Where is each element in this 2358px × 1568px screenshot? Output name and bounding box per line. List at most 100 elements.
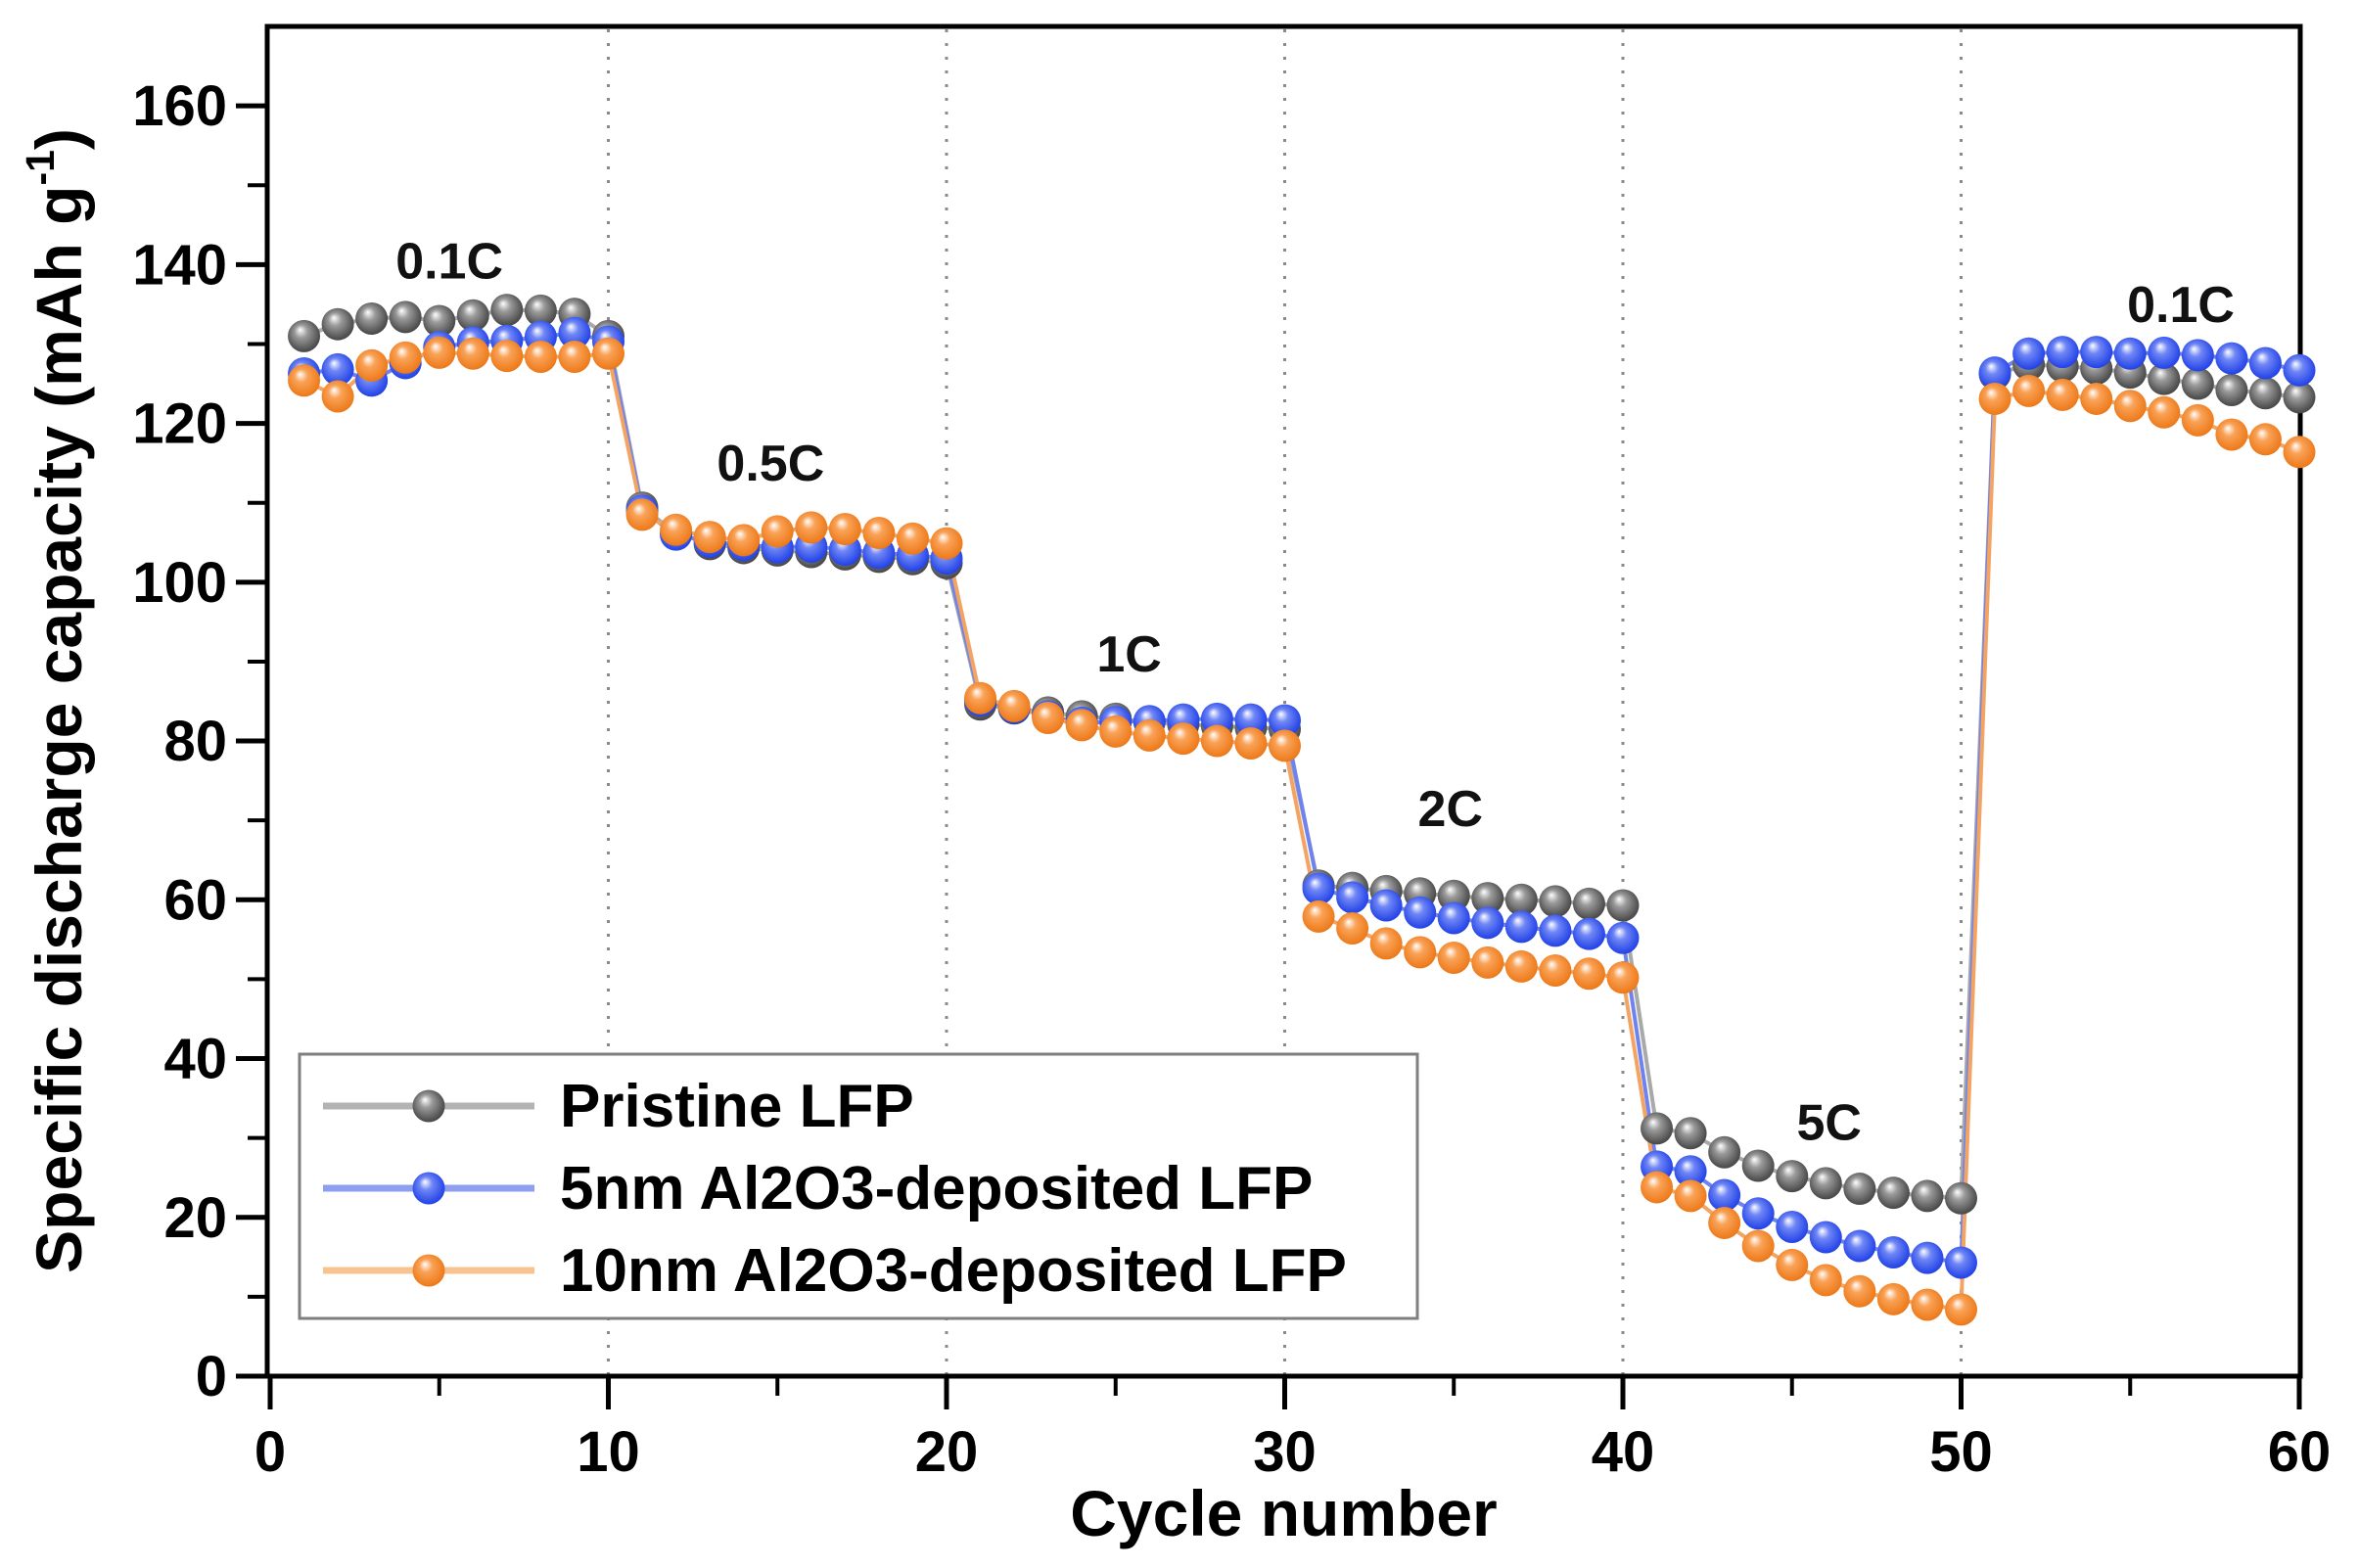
data-point bbox=[1606, 921, 1640, 954]
data-point bbox=[1302, 872, 1335, 905]
data-point bbox=[997, 689, 1031, 722]
data-point bbox=[2248, 346, 2282, 380]
y-tick-label: 140 bbox=[132, 233, 227, 297]
y-tick-label: 160 bbox=[132, 74, 227, 138]
data-point bbox=[2046, 378, 2079, 411]
data-point bbox=[1437, 942, 1470, 975]
y-tick-label: 80 bbox=[163, 710, 227, 773]
data-point bbox=[2080, 336, 2113, 369]
data-point bbox=[355, 302, 389, 336]
data-point bbox=[1843, 1173, 1876, 1206]
data-point bbox=[1606, 961, 1640, 994]
x-tick-label: 20 bbox=[915, 1420, 979, 1484]
x-tick-label: 0 bbox=[254, 1420, 286, 1484]
data-point bbox=[1945, 1246, 1977, 1279]
data-point bbox=[2215, 418, 2248, 451]
data-point bbox=[1978, 356, 2011, 390]
data-point bbox=[1437, 879, 1470, 912]
data-point bbox=[1234, 703, 1268, 736]
data-point bbox=[1708, 1206, 1741, 1239]
data-point bbox=[456, 299, 489, 332]
data-point bbox=[1234, 726, 1268, 760]
y-tick-label: 0 bbox=[196, 1345, 227, 1408]
legend-entry: 5nm Al2O3-deposited LFP bbox=[323, 1155, 1313, 1222]
rate-annotation: 0.1C bbox=[395, 233, 503, 290]
data-point bbox=[288, 364, 321, 397]
data-point bbox=[355, 348, 389, 382]
data-point bbox=[1404, 896, 1437, 929]
x-tick-label: 10 bbox=[577, 1420, 640, 1484]
data-point bbox=[2113, 390, 2147, 423]
data-point bbox=[862, 517, 896, 550]
data-point bbox=[2181, 403, 2214, 437]
data-point bbox=[795, 511, 828, 544]
data-point bbox=[1539, 953, 1572, 987]
data-point bbox=[2283, 353, 2316, 387]
data-point bbox=[321, 352, 354, 386]
data-point bbox=[1302, 899, 1335, 933]
data-point bbox=[1369, 889, 1403, 922]
data-point bbox=[2113, 337, 2147, 370]
data-point bbox=[1504, 883, 1538, 916]
legend-marker-icon bbox=[412, 1089, 445, 1123]
series-points-10nm bbox=[288, 336, 2316, 1326]
data-point bbox=[2012, 374, 2046, 407]
data-point bbox=[2248, 423, 2282, 456]
legend-entry: 10nm Al2O3-deposited LFP bbox=[323, 1237, 1347, 1305]
data-point bbox=[1539, 885, 1572, 918]
data-point bbox=[1741, 1197, 1775, 1230]
data-point bbox=[321, 380, 354, 413]
data-point bbox=[321, 307, 354, 341]
data-point bbox=[1269, 729, 1301, 762]
data-point bbox=[423, 304, 456, 338]
data-point bbox=[1437, 901, 1470, 935]
data-point bbox=[2181, 339, 2214, 372]
legend-label: 5nm Al2O3-deposited LFP bbox=[560, 1155, 1313, 1222]
data-point bbox=[1471, 906, 1504, 940]
data-point bbox=[1876, 1176, 1910, 1210]
legend-marker-icon bbox=[412, 1254, 445, 1287]
data-point bbox=[1032, 702, 1065, 735]
rate-annotation: 5C bbox=[1797, 1094, 1862, 1151]
rate-annotation: 0.5C bbox=[717, 436, 824, 492]
data-point bbox=[727, 524, 761, 557]
data-point bbox=[1876, 1282, 1910, 1315]
data-point bbox=[423, 336, 456, 369]
data-point bbox=[896, 522, 929, 555]
legend-entry: Pristine LFP bbox=[323, 1073, 914, 1140]
data-point bbox=[1911, 1241, 1944, 1274]
legend-label: 10nm Al2O3-deposited LFP bbox=[560, 1237, 1347, 1305]
data-point bbox=[930, 527, 963, 560]
data-point bbox=[1336, 881, 1369, 914]
data-point bbox=[1708, 1178, 1741, 1212]
data-point bbox=[524, 294, 557, 327]
data-point bbox=[2148, 395, 2181, 429]
data-point bbox=[1945, 1293, 1977, 1326]
data-point bbox=[1336, 911, 1369, 945]
data-point bbox=[558, 340, 591, 373]
data-point bbox=[964, 681, 997, 715]
data-point bbox=[1539, 914, 1572, 947]
data-point bbox=[2248, 377, 2282, 410]
series-line-10nm bbox=[302, 350, 2300, 1313]
data-point bbox=[1065, 709, 1098, 742]
data-point bbox=[1708, 1135, 1741, 1169]
y-axis-title-superscript: -1 bbox=[18, 150, 63, 186]
data-point bbox=[1741, 1229, 1775, 1263]
data-point bbox=[1099, 715, 1133, 748]
data-point bbox=[828, 512, 861, 545]
rate-annotation: 1C bbox=[1096, 626, 1161, 683]
data-point bbox=[1369, 927, 1403, 960]
y-tick-label: 20 bbox=[163, 1186, 227, 1250]
data-point bbox=[2012, 337, 2046, 370]
data-point bbox=[389, 341, 422, 374]
data-point bbox=[1776, 1210, 1809, 1243]
data-point bbox=[1978, 382, 2011, 415]
y-tick-label: 40 bbox=[163, 1028, 227, 1091]
x-axis-title: Cycle number bbox=[1070, 1477, 1498, 1549]
data-point bbox=[2046, 336, 2079, 369]
y-tick-label: 100 bbox=[132, 551, 227, 615]
data-point bbox=[2148, 336, 2181, 369]
data-point bbox=[490, 340, 524, 373]
